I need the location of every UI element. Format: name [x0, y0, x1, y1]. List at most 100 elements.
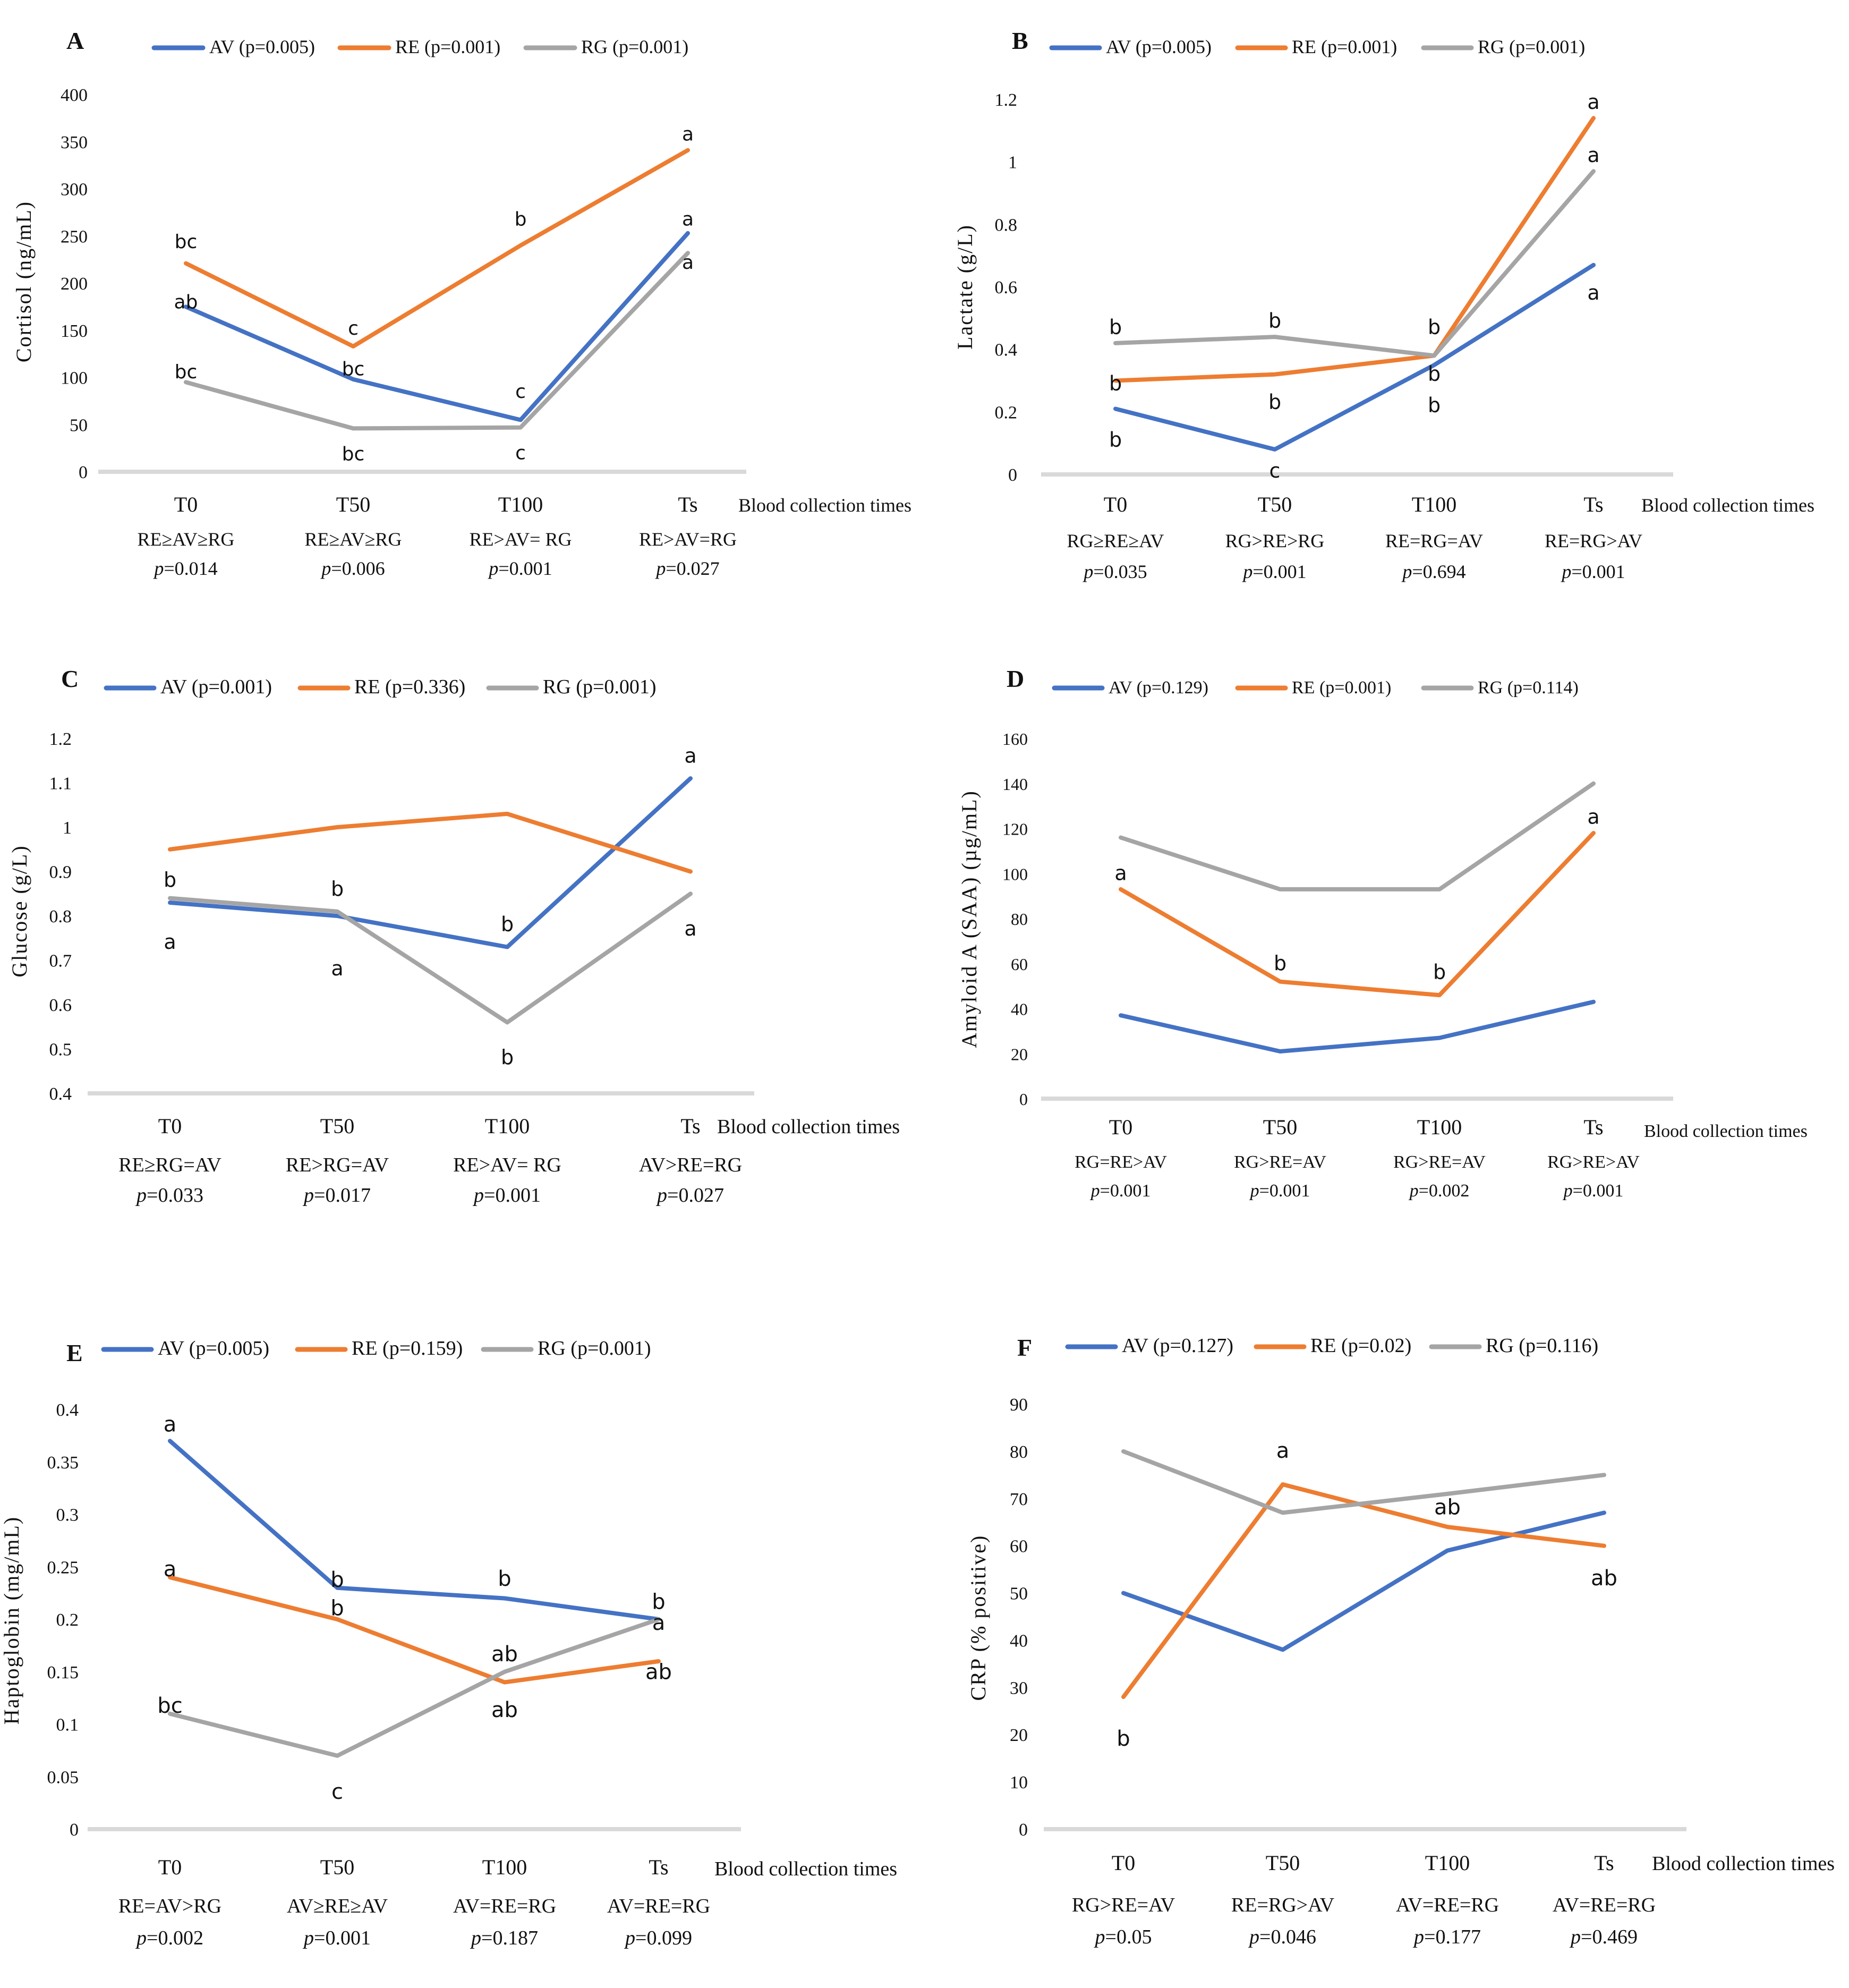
- p-symbol: p: [302, 1927, 314, 1949]
- y-tick-label: 0.4: [49, 1084, 72, 1104]
- annotation-label: b: [501, 1046, 514, 1069]
- annotation-label: a: [1276, 1439, 1290, 1463]
- legend-label-av: AV (p=0.005): [209, 36, 315, 57]
- y-axis-title: Amyloid A (SAA) (µg/mL): [957, 790, 981, 1048]
- annotation-label: c: [1269, 459, 1281, 482]
- x-tick-label: T50: [320, 1855, 354, 1879]
- y-axis-ticks: 0.40.50.60.70.80.911.11.2: [49, 729, 72, 1104]
- x-tick-label: T0: [158, 1855, 182, 1879]
- comparison-relation: RE>AV= RG: [453, 1154, 561, 1176]
- p-value: =0.177: [1424, 1926, 1481, 1948]
- y-tick-label: 0.8: [49, 907, 72, 927]
- y-axis-title: Haptoglobin (mg/mL): [0, 1516, 23, 1724]
- annotation-label: a: [682, 252, 694, 274]
- comparison-relation: RG>RE=AV: [1072, 1894, 1175, 1916]
- comparison-relation: RE=RG>AV: [1545, 530, 1642, 551]
- y-tick-label: 0.25: [47, 1558, 79, 1577]
- x-tick-label: T50: [1263, 1115, 1297, 1139]
- y-tick-label: 80: [1010, 1442, 1028, 1462]
- comparison-p-value: p=0.033: [135, 1184, 203, 1207]
- comparison-p-value: p=0.002: [1409, 1181, 1470, 1201]
- x-axis-title: Blood collection times: [738, 495, 911, 516]
- series-line-re: [1123, 1484, 1604, 1697]
- y-tick-label: 0.9: [49, 863, 72, 882]
- annotation-label: a: [164, 1557, 177, 1582]
- legend-label-rg: RG (p=0.114): [1478, 678, 1579, 698]
- y-tick-label: 50: [1010, 1584, 1028, 1604]
- y-tick-label: 1.1: [49, 774, 72, 794]
- comparison-relation: RE≥AV≥RG: [305, 529, 402, 550]
- panel-letter: B: [1012, 27, 1028, 54]
- x-axis-categories: T0RG=RE>AVp=0.001T50RG>RE=AVp=0.001T100R…: [1075, 1115, 1640, 1201]
- legend-label-rg: RG (p=0.001): [538, 1337, 651, 1360]
- x-axis-title: Blood collection times: [1641, 495, 1814, 516]
- comparison-relation: RG>RE>RG: [1225, 530, 1325, 551]
- annotation-label: b: [501, 913, 514, 936]
- annotation-label: b: [330, 1596, 344, 1620]
- comparison-p-value: p=0.099: [624, 1927, 692, 1949]
- annotation-label: a: [652, 1611, 666, 1635]
- series-line-rg: [1121, 784, 1594, 889]
- comparison-p-value: p=0.001: [1560, 561, 1625, 582]
- p-value: =0.05: [1105, 1926, 1152, 1948]
- comparison-relation: RG≥RE≥AV: [1067, 530, 1164, 551]
- x-axis-categories: T0RE≥AV≥RGp=0.014T50RE≥AV≥RGp=0.006T100R…: [138, 492, 737, 579]
- legend: AV (p=0.005)RE (p=0.159)RG (p=0.001): [104, 1337, 651, 1360]
- series-line-av: [1115, 265, 1594, 449]
- y-tick-label: 160: [1002, 729, 1028, 749]
- comparison-relation: RG>RE>AV: [1547, 1152, 1640, 1172]
- y-tick-label: 0.7: [49, 951, 72, 971]
- y-axis-title: Lactate (g/L): [953, 224, 977, 350]
- p-symbol: p: [1249, 1181, 1259, 1201]
- y-tick-label: 0: [1019, 1820, 1028, 1840]
- comparison-relation: RE=RG>AV: [1231, 1894, 1335, 1916]
- comparison-relation: RG>RE=AV: [1234, 1152, 1326, 1172]
- y-tick-label: 30: [1010, 1678, 1028, 1698]
- x-tick-label: T100: [485, 1114, 530, 1138]
- y-tick-label: 0.5: [49, 1040, 72, 1060]
- p-symbol: p: [1090, 1181, 1100, 1201]
- annotation-label: a: [1114, 861, 1127, 885]
- comparison-p-value: p=0.187: [470, 1927, 538, 1949]
- x-tick-label: Ts: [680, 1114, 700, 1138]
- annotation-label: ab: [645, 1660, 672, 1685]
- annotation-label: b: [1109, 428, 1122, 451]
- x-axis-categories: T0RE=AV>RGp=0.002T50AV≥RE≥AVp=0.001T100A…: [118, 1855, 710, 1949]
- x-tick-label: T0: [174, 492, 198, 516]
- x-tick-label: Ts: [649, 1855, 668, 1879]
- annotation-label: b: [498, 1567, 511, 1591]
- annotation-label: b: [1268, 309, 1281, 333]
- y-tick-label: 0.2: [995, 403, 1018, 422]
- y-tick-label: 0: [1008, 465, 1017, 485]
- legend-label-re: RE (p=0.336): [354, 676, 465, 698]
- annotation-label: c: [515, 443, 526, 464]
- comparison-p-value: p=0.001: [1241, 561, 1306, 582]
- p-symbol: p: [1409, 1181, 1419, 1201]
- comparison-p-value: p=0.177: [1412, 1926, 1481, 1948]
- x-tick-label: Ts: [1594, 1851, 1614, 1875]
- annotation-label: b: [1428, 315, 1441, 338]
- p-symbol: p: [1401, 561, 1412, 582]
- y-tick-label: 140: [1002, 775, 1028, 794]
- x-tick-label: T0: [158, 1114, 182, 1138]
- p-symbol: p: [655, 1184, 667, 1207]
- annotation-label: a: [682, 208, 694, 230]
- x-tick-label: Ts: [1583, 1115, 1603, 1139]
- y-tick-label: 0.4: [56, 1400, 79, 1420]
- y-tick-label: 200: [61, 274, 88, 294]
- y-tick-label: 350: [61, 133, 88, 152]
- comparison-relation: RE=RG=AV: [1385, 530, 1483, 551]
- annotation-label: b: [1433, 961, 1446, 984]
- p-value: =0.001: [1259, 1181, 1310, 1201]
- p-value: =0.099: [635, 1927, 692, 1949]
- y-axis-title: CRP (% positive): [966, 1535, 990, 1701]
- comparison-p-value: p=0.017: [302, 1184, 371, 1207]
- annotation-label: a: [164, 1413, 177, 1437]
- comparison-p-value: p=0.001: [302, 1927, 371, 1949]
- p-value: =0.014: [164, 558, 217, 579]
